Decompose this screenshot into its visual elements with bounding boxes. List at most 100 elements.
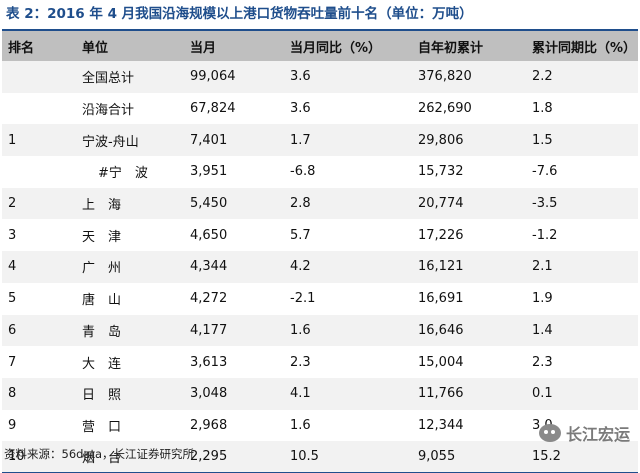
cell-month: 99,064 bbox=[190, 69, 236, 85]
table-row: 1 宁波-舟山 7,401 1.7 29,806 1.5 bbox=[2, 124, 638, 157]
header-rank: 排名 bbox=[2, 29, 76, 61]
cell-ytd: 15,732 bbox=[418, 164, 464, 180]
cell-rank bbox=[2, 93, 76, 125]
port-throughput-table: 排名 单位 当月 当月同比（%） 自年初累计 累计同期比（%） 全国总计 99,0… bbox=[2, 29, 638, 473]
cell-ytd: 20,774 bbox=[418, 196, 464, 212]
cell-ytd-yoy: 1.8 bbox=[532, 101, 553, 117]
cell-ytd-yoy: 1.5 bbox=[532, 132, 553, 148]
watermark-text: 长江宏运 bbox=[565, 425, 630, 444]
header-month: 当月 bbox=[184, 29, 284, 61]
cell-month-yoy: 2.3 bbox=[290, 354, 311, 370]
cell-rank: 1 bbox=[8, 132, 17, 148]
cell-unit: 上 海 bbox=[82, 198, 122, 214]
source-note: 资料来源：56data，长江证券研究所 bbox=[4, 447, 195, 461]
cell-month-yoy: 1.6 bbox=[290, 322, 311, 338]
cell-ytd: 11,766 bbox=[418, 386, 464, 402]
cell-month-yoy: 1.6 bbox=[290, 417, 311, 433]
cell-unit: 唐 山 bbox=[82, 293, 122, 309]
cell-month-yoy: 10.5 bbox=[284, 441, 412, 473]
cell-ytd: 29,806 bbox=[418, 132, 464, 148]
cell-unit: 广 州 bbox=[82, 261, 122, 277]
cell-month-yoy: -6.8 bbox=[290, 164, 316, 180]
cell-ytd: 15,004 bbox=[418, 354, 464, 370]
cell-month: 7,401 bbox=[190, 132, 228, 148]
cell-month-yoy: 1.7 bbox=[290, 132, 311, 148]
cell-unit: 大 连 bbox=[82, 356, 122, 372]
cell-ytd: 12,344 bbox=[418, 417, 464, 433]
cell-ytd-yoy: 2.1 bbox=[532, 259, 553, 275]
cell-ytd-yoy: -7.6 bbox=[532, 164, 558, 180]
cell-month-yoy: 4.2 bbox=[290, 259, 311, 275]
cell-rank: 4 bbox=[8, 259, 17, 275]
cell-unit: 宁波-舟山 bbox=[82, 134, 139, 150]
cell-unit: 天 津 bbox=[82, 229, 122, 245]
table-row: 5 唐 山 4,272 -2.1 16,691 1.9 bbox=[2, 282, 638, 315]
cell-month: 5,450 bbox=[190, 196, 228, 212]
cell-ytd: 9,055 bbox=[412, 441, 526, 473]
cell-ytd: 16,691 bbox=[418, 291, 464, 307]
cell-ytd: 376,820 bbox=[418, 69, 472, 85]
table-row: 沿海合计 67,824 3.6 262,690 1.8 bbox=[2, 92, 638, 125]
cell-ytd-yoy: -3.5 bbox=[532, 196, 558, 212]
cell-ytd-yoy: 15.2 bbox=[526, 441, 638, 473]
table-row: #宁 波 3,951 -6.8 15,732 -7.6 bbox=[2, 156, 638, 188]
cell-rank: 3 bbox=[8, 227, 17, 243]
header-unit: 单位 bbox=[76, 29, 184, 61]
cell-ytd-yoy: -1.2 bbox=[532, 227, 558, 243]
cell-ytd: 262,690 bbox=[418, 101, 472, 117]
cell-rank bbox=[2, 156, 76, 188]
cell-unit: 青 岛 bbox=[82, 324, 122, 340]
watermark: 长江宏运 bbox=[538, 421, 630, 445]
cell-unit: 营 口 bbox=[82, 419, 122, 435]
cell-month-yoy: 3.6 bbox=[290, 101, 311, 117]
cell-month: 3,048 bbox=[190, 386, 228, 402]
header-ytd-yoy: 累计同期比（%） bbox=[526, 29, 638, 61]
table-row: 全国总计 99,064 3.6 376,820 2.2 bbox=[2, 61, 638, 93]
cell-ytd-yoy: 2.3 bbox=[532, 354, 553, 370]
cell-ytd: 16,646 bbox=[418, 322, 464, 338]
table-row: 4 广 州 4,344 4.2 16,121 2.1 bbox=[2, 251, 638, 283]
cell-month-yoy: 5.7 bbox=[290, 227, 311, 243]
cell-month: 4,344 bbox=[190, 259, 228, 275]
cell-month: 3,613 bbox=[190, 354, 228, 370]
table-row: 8 日 照 3,048 4.1 11,766 0.1 bbox=[2, 377, 638, 410]
table-row: 2 上 海 5,450 2.8 20,774 -3.5 bbox=[2, 187, 638, 220]
cell-month: 4,650 bbox=[190, 227, 228, 243]
cell-ytd: 16,121 bbox=[418, 259, 464, 275]
table-header-row: 排名 单位 当月 当月同比（%） 自年初累计 累计同期比（%） bbox=[2, 29, 638, 61]
cell-rank: 7 bbox=[8, 354, 17, 370]
wechat-icon bbox=[538, 424, 561, 442]
cell-ytd-yoy: 1.9 bbox=[532, 291, 553, 307]
table-body: 全国总计 99,064 3.6 376,820 2.2 沿海合计 67,824 3.6 262,… bbox=[2, 61, 638, 473]
header-month-yoy: 当月同比（%） bbox=[284, 29, 412, 61]
table-row: 6 青 岛 4,177 1.6 16,646 1.4 bbox=[2, 314, 638, 347]
cell-month: 4,177 bbox=[190, 322, 228, 338]
cell-rank: 2 bbox=[8, 196, 17, 212]
cell-rank: 9 bbox=[8, 417, 17, 433]
table-row: 7 大 连 3,613 2.3 15,004 2.3 bbox=[2, 346, 638, 378]
cell-month: 2,968 bbox=[190, 417, 228, 433]
cell-unit: 沿海合计 bbox=[82, 103, 135, 119]
cell-ytd-yoy: 1.4 bbox=[532, 322, 553, 338]
cell-month-yoy: 3.6 bbox=[290, 69, 311, 85]
cell-month-yoy: -2.1 bbox=[290, 291, 316, 307]
cell-ytd: 17,226 bbox=[418, 227, 464, 243]
cell-unit: #宁 波 bbox=[98, 166, 148, 182]
cell-month-yoy: 4.1 bbox=[290, 386, 311, 402]
cell-rank: 6 bbox=[8, 322, 17, 338]
cell-unit: 日 照 bbox=[82, 388, 122, 404]
cell-rank: 5 bbox=[8, 291, 17, 307]
cell-ytd-yoy: 2.2 bbox=[532, 69, 553, 85]
cell-month: 2,295 bbox=[184, 441, 284, 473]
table-title: 表 2：2016 年 4 月我国沿海规模以上港口货物吞吐量前十名（单位：万吨） bbox=[6, 6, 473, 22]
cell-month: 3,951 bbox=[190, 164, 228, 180]
cell-month: 67,824 bbox=[190, 101, 236, 117]
cell-ytd-yoy: 0.1 bbox=[532, 386, 553, 402]
cell-month: 4,272 bbox=[190, 291, 228, 307]
header-ytd: 自年初累计 bbox=[412, 29, 526, 61]
cell-rank: 8 bbox=[8, 386, 17, 402]
cell-month-yoy: 2.8 bbox=[290, 196, 311, 212]
table-row: 3 天 津 4,650 5.7 17,226 -1.2 bbox=[2, 219, 638, 252]
cell-rank bbox=[2, 61, 76, 93]
